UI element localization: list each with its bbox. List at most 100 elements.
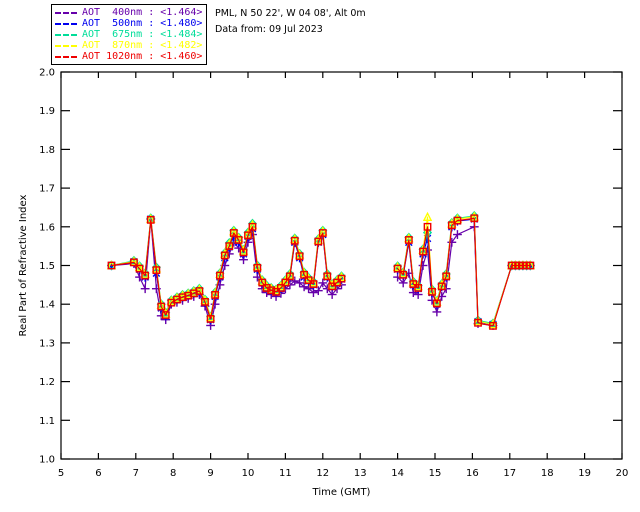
- data-point-marker: [404, 236, 413, 244]
- data-point-marker: [419, 247, 427, 256]
- data-point-marker: [258, 278, 267, 287]
- data-point-marker: [106, 260, 117, 271]
- data-point-marker: [295, 278, 305, 288]
- legend-item-label: AOT 1020nm : <1.460>: [82, 50, 203, 62]
- x-tick-label: 15: [429, 468, 442, 479]
- data-point-marker: [453, 230, 462, 239]
- data-point-marker: [452, 213, 463, 223]
- data-point-marker: [267, 286, 276, 295]
- data-point-marker: [398, 278, 408, 288]
- data-point-marker: [205, 312, 216, 322]
- x-tick-label: 18: [541, 468, 554, 479]
- data-series: [107, 214, 535, 330]
- legend-line-swatch: [55, 22, 77, 25]
- data-point-marker: [327, 290, 337, 299]
- data-point-marker: [313, 286, 323, 296]
- legend: AOT 400nm : <1.464> AOT 500nm : <1.480> …: [51, 4, 208, 65]
- x-tick-label: 19: [578, 468, 591, 479]
- legend-line-swatch: [55, 44, 77, 47]
- y-tick-label: 1.1: [39, 416, 55, 427]
- site-location-line: PML, N 50 22', W 04 08', Alt 0m: [215, 8, 366, 19]
- legend-item-label: AOT 675nm : <1.484>: [82, 28, 203, 40]
- data-point-marker: [473, 315, 483, 326]
- data-point-marker: [173, 295, 181, 304]
- data-point-marker: [408, 288, 418, 297]
- data-point-marker: [248, 222, 257, 231]
- data-point-marker: [234, 236, 243, 244]
- data-point-marker: [418, 261, 428, 270]
- data-point-marker: [194, 284, 205, 294]
- y-tick-label: 1.6: [39, 222, 55, 233]
- data-point-marker: [220, 251, 229, 260]
- x-tick-label: 12: [316, 468, 329, 479]
- x-tick-label: 6: [95, 468, 101, 479]
- legend-item-label: AOT 400nm : <1.464>: [82, 6, 203, 18]
- data-point-marker: [447, 237, 457, 247]
- data-point-marker: [318, 278, 328, 288]
- y-tick-label: 1.0: [39, 455, 55, 466]
- data-point-marker: [238, 245, 249, 255]
- y-tick-label: 1.3: [39, 338, 55, 349]
- data-point-marker: [442, 272, 451, 281]
- legend-item: AOT 400nm : <1.464>: [55, 7, 202, 18]
- series-line: [397, 226, 532, 327]
- legend-item-label: AOT 500nm : <1.480>: [82, 17, 203, 29]
- y-tick-label: 1.4: [39, 300, 55, 311]
- data-point-marker: [299, 267, 309, 278]
- data-point-marker: [453, 216, 462, 225]
- y-tick-label: 1.5: [39, 261, 55, 272]
- data-point-marker: [309, 280, 318, 288]
- y-tick-label: 2.0: [39, 68, 55, 79]
- data-point-marker: [314, 237, 323, 246]
- data-point-marker: [295, 252, 304, 261]
- y-tick-label: 1.9: [39, 106, 55, 117]
- series-line: [397, 217, 532, 327]
- data-point-marker: [323, 272, 332, 281]
- series-line: [397, 218, 532, 325]
- data-point-marker: [290, 276, 300, 286]
- data-point-marker: [135, 264, 144, 273]
- data-point-marker: [489, 321, 497, 330]
- data-point-marker: [195, 287, 204, 295]
- data-point-marker: [160, 308, 171, 318]
- legend-item-label: AOT 870nm : <1.482>: [82, 39, 203, 51]
- data-point-marker: [285, 269, 295, 279]
- data-point-marker: [399, 270, 408, 279]
- data-point-marker: [253, 263, 262, 272]
- data-point-marker: [211, 291, 219, 299]
- data-point-marker: [216, 271, 224, 280]
- data-point-marker: [184, 291, 193, 300]
- x-tick-label: 13: [354, 468, 367, 479]
- x-tick-label: 7: [133, 468, 139, 479]
- y-tick-label: 1.7: [39, 184, 55, 195]
- data-point-marker: [225, 242, 234, 251]
- data-point-marker: [336, 271, 347, 282]
- axes-layer: [60, 71, 623, 460]
- data-point-marker: [285, 272, 294, 281]
- data-point-marker: [488, 318, 498, 329]
- x-tick-label: 11: [279, 468, 292, 479]
- data-point-marker: [309, 288, 318, 297]
- x-tick-label: 8: [170, 468, 176, 479]
- data-point-marker: [427, 284, 437, 295]
- data-point-marker: [206, 315, 215, 323]
- data-point-marker: [318, 229, 327, 237]
- data-point-marker: [189, 289, 198, 298]
- data-point-marker: [262, 284, 271, 292]
- data-point-marker: [107, 261, 116, 270]
- data-point-marker: [161, 311, 170, 319]
- data-point-marker: [229, 229, 238, 237]
- data-point-marker: [129, 256, 139, 266]
- x-tick-label: 5: [58, 468, 64, 479]
- data-point-marker: [140, 284, 150, 294]
- data-point-marker: [146, 215, 155, 224]
- data-point-marker: [392, 261, 403, 271]
- x-tick-label: 14: [391, 468, 404, 479]
- data-point-marker: [130, 258, 138, 267]
- legend-line-swatch: [55, 55, 77, 58]
- legend-line-swatch: [55, 11, 77, 14]
- data-point-marker: [470, 214, 479, 223]
- data-point-marker: [474, 318, 482, 327]
